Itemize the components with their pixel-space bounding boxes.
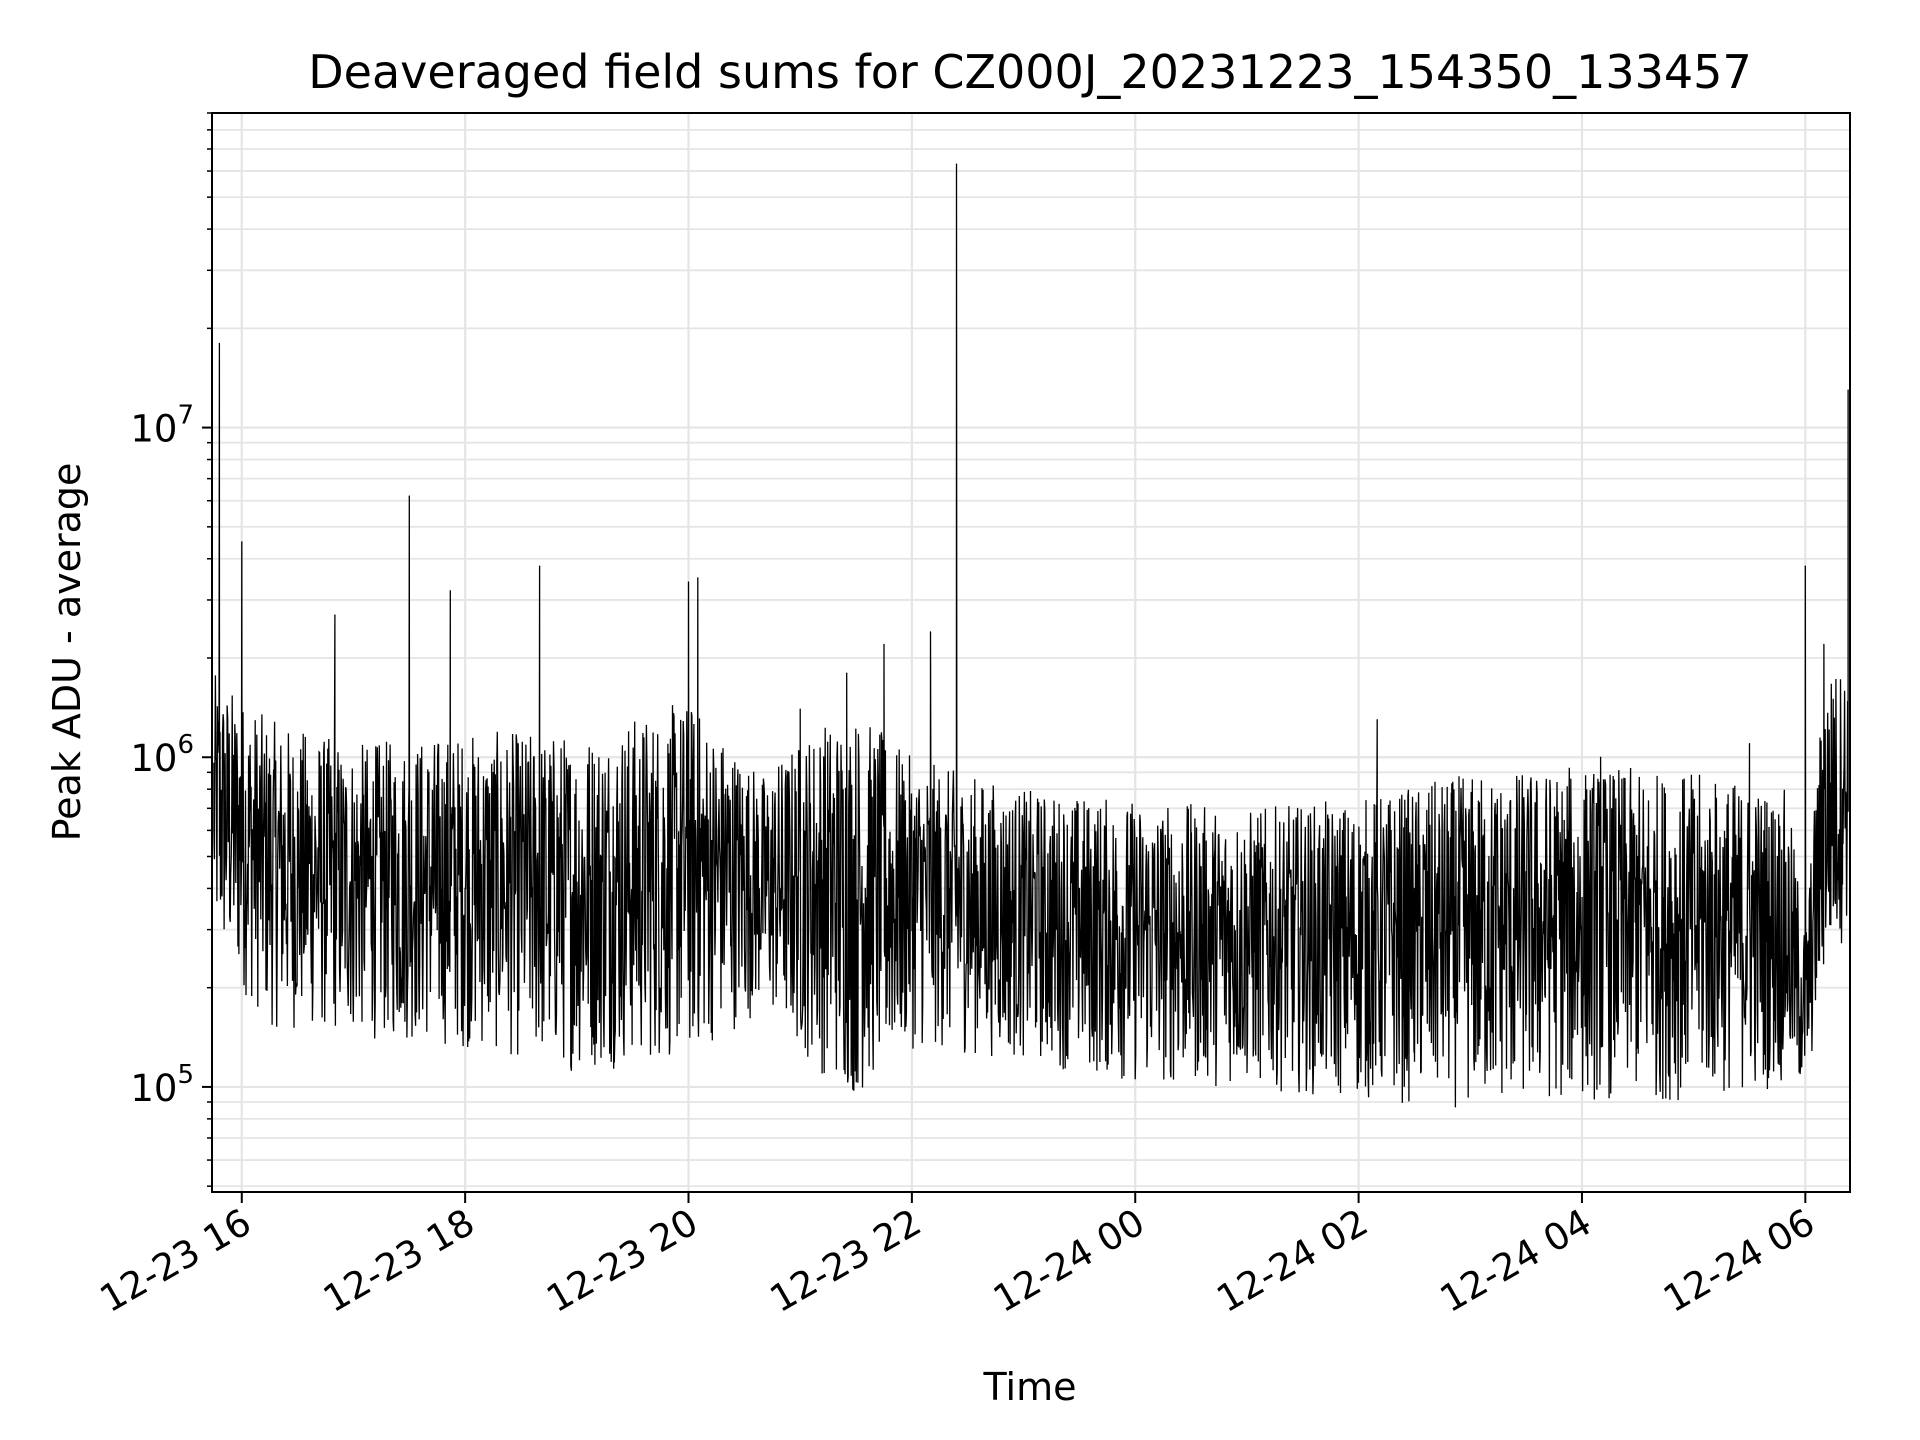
data-point xyxy=(1004,887,1006,890)
series-line xyxy=(213,164,1849,1108)
data-point xyxy=(743,887,746,890)
data-point xyxy=(539,565,541,567)
data-point xyxy=(213,829,215,832)
data-point xyxy=(1302,880,1304,883)
data-point xyxy=(1674,871,1676,873)
data-point xyxy=(1600,756,1602,758)
data-point xyxy=(650,829,652,832)
data-point xyxy=(1488,855,1490,858)
data-point xyxy=(408,495,410,497)
data-point xyxy=(687,581,690,583)
data-point xyxy=(846,672,848,674)
data-point xyxy=(449,590,451,592)
y-tick-label: 107 xyxy=(130,401,194,451)
data-point xyxy=(1190,895,1192,897)
data-point xyxy=(1562,861,1564,863)
data-point xyxy=(1823,643,1825,646)
data-point xyxy=(827,929,829,931)
data-point xyxy=(1814,829,1816,832)
data-point xyxy=(1376,719,1378,721)
data-point xyxy=(911,887,913,890)
data-point xyxy=(1804,565,1806,567)
data-point xyxy=(334,614,336,616)
x-axis-label: Time xyxy=(983,1365,1077,1409)
data-point xyxy=(241,541,243,543)
data-point xyxy=(883,643,885,646)
data-point xyxy=(436,929,438,931)
data-point xyxy=(697,577,699,579)
data-point xyxy=(576,887,578,890)
data-point xyxy=(1795,987,1797,989)
data-point xyxy=(371,855,373,858)
data-point xyxy=(1116,871,1118,873)
y-tick-label: 106 xyxy=(130,730,194,780)
data-point xyxy=(1264,895,1267,897)
data-point xyxy=(464,887,466,890)
data-point xyxy=(1711,861,1713,863)
data-point xyxy=(967,871,969,873)
data-point xyxy=(955,163,958,165)
chart-title: Deaveraged field sums for CZ000J_2023122… xyxy=(308,45,1751,99)
data-point xyxy=(1776,855,1778,858)
data-point xyxy=(948,887,950,890)
data-point xyxy=(1842,788,1844,790)
data-point xyxy=(1525,871,1527,873)
data-point xyxy=(1339,895,1341,897)
data-point xyxy=(501,855,503,858)
data-point xyxy=(929,631,932,633)
y-tick-label: 105 xyxy=(130,1060,194,1110)
data-point xyxy=(725,788,727,790)
data-point xyxy=(613,855,615,858)
data-point xyxy=(1451,871,1453,873)
data-point xyxy=(1832,698,1834,700)
plot-frame xyxy=(211,112,1851,1193)
plot-data xyxy=(213,163,1849,1108)
data-point xyxy=(226,788,228,790)
data-point xyxy=(218,342,220,344)
data-point xyxy=(771,855,773,858)
data-point xyxy=(297,887,299,890)
data-point xyxy=(864,887,866,890)
data-point xyxy=(1041,880,1043,883)
data-point xyxy=(1413,887,1415,890)
data-point xyxy=(1748,743,1751,745)
data-point xyxy=(557,829,559,832)
y-axis-label: Peak ADU - average xyxy=(45,463,89,842)
data-point xyxy=(1227,887,1229,890)
data-point xyxy=(1153,907,1155,909)
data-point xyxy=(1637,855,1639,858)
data-point xyxy=(1078,887,1080,890)
data-point xyxy=(269,829,271,832)
data-point xyxy=(799,708,801,710)
data-point xyxy=(1847,389,1849,391)
